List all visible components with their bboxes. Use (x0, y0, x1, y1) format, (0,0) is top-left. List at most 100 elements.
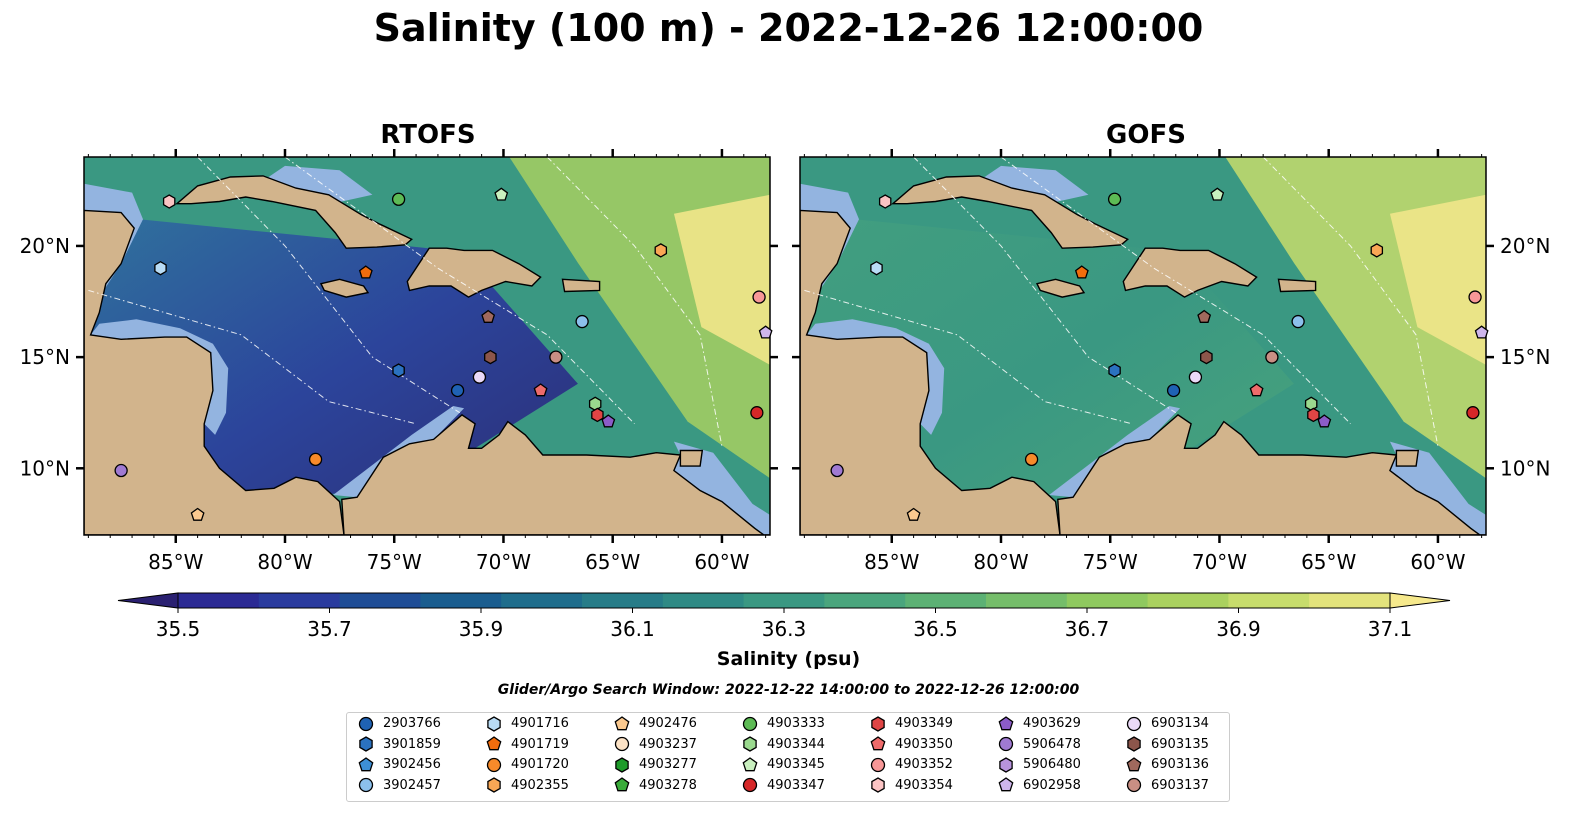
legend-marker-icon (615, 756, 629, 773)
atlantic-highest-salinity (1389, 194, 1486, 365)
land (1057, 414, 1486, 535)
colorbar-segment (258, 593, 341, 608)
legend-marker-icon (742, 756, 758, 771)
legend-marker (615, 756, 629, 773)
legend-marker (1126, 716, 1142, 731)
eez-boundary (1262, 157, 1439, 447)
legend-item: 4903350 (869, 735, 953, 755)
legend-label: 4902476 (639, 716, 697, 731)
legend-marker (358, 777, 374, 793)
lon-tick-label: 60°W (694, 550, 749, 574)
lon-tick-label: 85°W (864, 550, 919, 574)
lon-tick-label: 65°W (1301, 550, 1356, 574)
colorbar-segment (1309, 593, 1391, 608)
colorbar-segment (1147, 593, 1229, 608)
legend-marker (742, 756, 758, 771)
float-marker-4903347 (750, 406, 764, 420)
colorbar-segment (986, 593, 1068, 608)
float-marker-6903137 (549, 350, 563, 364)
legend-label: 6903134 (1151, 716, 1209, 731)
colorbar-segment (582, 593, 664, 608)
legend-item: 4903354 (869, 776, 953, 796)
lon-tick-label: 75°W (1083, 550, 1138, 574)
legend-label: 4903237 (639, 736, 697, 752)
float-marker-6903134 (1188, 370, 1203, 384)
float-marker-4903352 (752, 290, 766, 304)
legend-item: 3901859 (357, 735, 441, 755)
lon-tick-label: 80°W (257, 550, 312, 574)
lon-tick-label: 85°W (148, 550, 203, 574)
land (679, 449, 704, 467)
legend-item: 6902958 (997, 776, 1081, 796)
legend-marker (998, 715, 1014, 730)
colorbar-segment (905, 593, 987, 608)
legend-item: 3902456 (357, 755, 441, 775)
legend-marker (358, 716, 374, 731)
legend-marker-icon (486, 757, 502, 772)
float-marker-4903333 (1107, 192, 1122, 206)
colorbar-segment (662, 593, 745, 608)
float-marker-4903352 (1468, 290, 1482, 304)
legend-marker-icon (871, 777, 885, 793)
float-marker-4903344 (1304, 396, 1318, 412)
land (1395, 449, 1420, 467)
float-marker-4903350 (1249, 383, 1264, 397)
float-marker-6903136 (1197, 309, 1212, 323)
eez-boundary (88, 289, 417, 425)
float-marker-3902457 (1291, 314, 1305, 329)
search-window-text: Glider/Argo Search Window: 2022-12-22 14… (497, 682, 1080, 698)
land (84, 209, 345, 535)
legend-item: 4903349 (869, 714, 953, 734)
legend-marker-icon (487, 777, 501, 793)
legend-item: 5906478 (997, 735, 1081, 755)
legend-marker (870, 757, 886, 772)
float-marker-6903137 (1265, 350, 1279, 364)
legend-label: 2903766 (383, 716, 441, 731)
colorbar-segment (743, 593, 825, 608)
legend-marker-icon (870, 757, 886, 772)
colorbar-tick-label: 35.5 (156, 617, 201, 641)
float-marker-5906478 (830, 463, 844, 478)
float-marker-5906478 (114, 463, 128, 478)
colorbar-tick-label: 35.9 (459, 617, 504, 641)
legend-item: 2903766 (357, 714, 441, 734)
colorbar-segment (420, 593, 502, 608)
legend-label: 4903333 (767, 716, 825, 731)
legend-marker (614, 715, 630, 730)
legend-item: 4903277 (613, 755, 697, 775)
legend-marker-icon (998, 777, 1014, 792)
float-marker-4903333 (391, 192, 406, 206)
eez-boundary (804, 289, 1133, 425)
lat-tick-label: 20°N (20, 234, 70, 258)
lon-tick-label: 80°W (973, 550, 1028, 574)
panel-title-gofs: GOFS (1106, 120, 1186, 150)
colorbar-segment (1066, 593, 1149, 608)
colorbar-segment (339, 593, 421, 608)
legend-item: 4903345 (741, 755, 825, 775)
legend-item: 6903135 (1125, 735, 1209, 755)
float-marker-4903629 (601, 414, 616, 428)
float-marker-6903134 (472, 370, 487, 384)
lon-tick-label: 65°W (585, 550, 640, 574)
colorbar: 35.5 35.7 35.9 36.1 36.3 36.5 36.7 36.9 37.1 (117, 592, 1451, 641)
colorbar-tick-label: 37.1 (1368, 617, 1413, 641)
panel-title-rtofs: RTOFS (380, 120, 476, 150)
colorbar-extend-min (117, 592, 179, 609)
legend-marker (742, 716, 758, 731)
float-marker-4903349 (1307, 407, 1320, 423)
legend-marker (486, 757, 502, 772)
colorbar-tick-label: 35.7 (307, 617, 352, 641)
legend-label: 4903350 (895, 736, 953, 752)
legend-item: 4903333 (741, 714, 825, 734)
colorbar-segment (178, 593, 260, 608)
legend-label: 4903349 (895, 716, 953, 731)
shallow-shelf (806, 319, 945, 435)
legend-item: 4903344 (741, 735, 825, 755)
float-marker-3901859 (1108, 363, 1121, 378)
legend-item: 4901716 (485, 714, 569, 734)
colorbar-label: Salinity (psu) (716, 648, 861, 670)
float-marker-4903344 (588, 396, 602, 412)
legend-label: 6903137 (1151, 777, 1209, 793)
float-marker-4901720 (1024, 452, 1039, 467)
